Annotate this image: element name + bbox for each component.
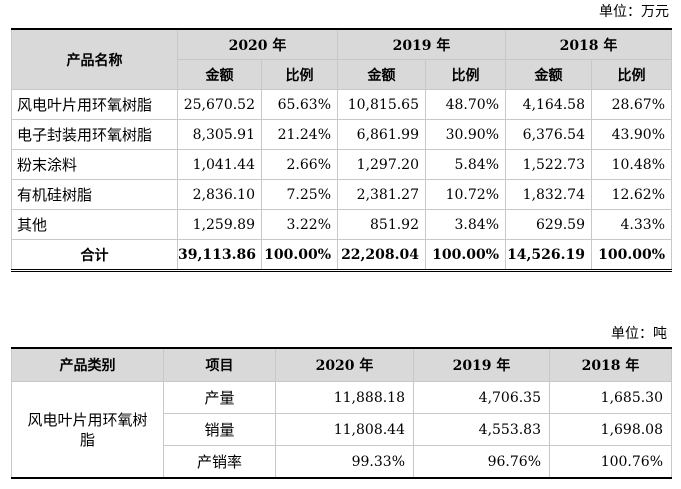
cell-amount-2019: 2,381.27: [337, 179, 426, 210]
cell-amount-2019: 10,815.65: [337, 89, 426, 120]
table-row: 其他 1,259.89 3.22% 851.92 3.84% 629.59 4.…: [11, 209, 672, 240]
cell-amount-2018: 4,164.58: [505, 89, 592, 120]
table-row: 产销率 99.33% 96.76% 100.76%: [12, 445, 672, 478]
cell-2018: 1,698.08: [549, 413, 672, 446]
header-ratio: 比例: [425, 59, 506, 90]
cell-2020: 11,808.44: [275, 413, 414, 446]
unit-label: 单位：万元: [599, 4, 669, 20]
product-name: 粉末涂料: [11, 149, 178, 180]
sales-by-product-table: 产品名称 2020 年 2019 年 2018 年 金额 比例 金额 比例 金额…: [11, 28, 672, 272]
cell-amount-2019: 1,297.20: [337, 149, 426, 180]
header-category: 产品类别: [11, 348, 164, 382]
header-year-2019: 2019 年: [413, 348, 550, 382]
total-ratio-2020: 100.00%: [261, 239, 338, 271]
cell-ratio-2018: 4.33%: [591, 209, 672, 240]
header-amount: 金额: [505, 59, 592, 90]
cell-ratio-2020: 65.63%: [261, 89, 338, 120]
item-label: 销量: [163, 413, 276, 446]
cell-amount-2018: 6,376.54: [505, 119, 592, 150]
total-amount-2018: 14,526.19: [505, 239, 592, 271]
table-row: 有机硅树脂 2,836.10 7.25% 2,381.27 10.72% 1,8…: [11, 179, 672, 210]
header-year-2020: 2020 年: [275, 348, 414, 382]
cell-ratio-2020: 3.22%: [261, 209, 338, 240]
cell-ratio-2020: 21.24%: [261, 119, 338, 150]
product-name: 电子封装用环氧树脂: [11, 119, 178, 150]
table-row: 风电叶片用环氧树脂 产量 11,888.18 4,706.35 1,685.30: [11, 381, 672, 479]
cell-2020: 11,888.18: [275, 381, 414, 414]
product-name: 其他: [11, 209, 178, 240]
header-year-2019: 2019 年: [337, 29, 506, 60]
cell-2019: 4,706.35: [413, 381, 550, 414]
total-row: 合计 39,113.86 100.00% 22,208.04 100.00% 1…: [11, 239, 672, 271]
cell-ratio-2019: 3.84%: [425, 209, 506, 240]
total-label: 合计: [11, 239, 178, 271]
cell-2020: 99.33%: [275, 445, 414, 478]
total-ratio-2019: 100.00%: [425, 239, 506, 271]
cell-2018: 1,685.30: [549, 381, 672, 414]
table-row: 风电叶片用环氧树脂 25,670.52 65.63% 10,815.65 48.…: [11, 89, 672, 120]
cell-2019: 96.76%: [413, 445, 550, 478]
header-ratio: 比例: [591, 59, 672, 90]
cell-ratio-2018: 43.90%: [591, 119, 672, 150]
cell-ratio-2018: 28.67%: [591, 89, 672, 120]
item-label: 产量: [163, 381, 276, 414]
cell-ratio-2020: 7.25%: [261, 179, 338, 210]
cell-amount-2020: 8,305.91: [177, 119, 262, 150]
item-label: 产销率: [163, 445, 276, 478]
table-row: 粉末涂料 1,041.44 2.66% 1,297.20 5.84% 1,522…: [11, 149, 672, 180]
cell-ratio-2019: 10.72%: [425, 179, 506, 210]
total-ratio-2018: 100.00%: [591, 239, 672, 271]
cell-ratio-2020: 2.66%: [261, 149, 338, 180]
header-product-name: 产品名称: [11, 29, 178, 90]
cell-2018: 100.76%: [549, 445, 672, 478]
cell-ratio-2019: 30.90%: [425, 119, 506, 150]
header-amount: 金额: [337, 59, 426, 90]
cell-ratio-2019: 5.84%: [425, 149, 506, 180]
unit-label: 单位：吨: [611, 326, 667, 342]
cell-ratio-2019: 48.70%: [425, 89, 506, 120]
cell-amount-2020: 25,670.52: [177, 89, 262, 120]
cell-amount-2019: 851.92: [337, 209, 426, 240]
header-year-2020: 2020 年: [177, 29, 338, 60]
production-sales-table: 产品类别 项目 2020 年 2019 年 2018 年 风电叶片用环氧树脂 产…: [11, 347, 672, 479]
header-year-2018: 2018 年: [505, 29, 672, 60]
header-amount: 金额: [177, 59, 262, 90]
total-amount-2019: 22,208.04: [337, 239, 426, 271]
cell-amount-2020: 1,041.44: [177, 149, 262, 180]
cell-ratio-2018: 12.62%: [591, 179, 672, 210]
cell-amount-2020: 2,836.10: [177, 179, 262, 210]
header-year-2018: 2018 年: [549, 348, 672, 382]
product-name: 有机硅树脂: [11, 179, 178, 210]
cell-2019: 4,553.83: [413, 413, 550, 446]
category-name: 风电叶片用环氧树脂: [27, 410, 148, 449]
cell-amount-2019: 6,861.99: [337, 119, 426, 150]
cell-amount-2018: 1,832.74: [505, 179, 592, 210]
cell-amount-2018: 629.59: [505, 209, 592, 240]
cell-amount-2020: 1,259.89: [177, 209, 262, 240]
table-row: 电子封装用环氧树脂 8,305.91 21.24% 6,861.99 30.90…: [11, 119, 672, 150]
cell-ratio-2018: 10.48%: [591, 149, 672, 180]
table-row: 销量 11,808.44 4,553.83 1,698.08: [12, 413, 672, 446]
product-name: 风电叶片用环氧树脂: [11, 89, 178, 120]
header-ratio: 比例: [261, 59, 338, 90]
header-item: 项目: [163, 348, 276, 382]
total-amount-2020: 39,113.86: [177, 239, 262, 271]
cell-amount-2018: 1,522.73: [505, 149, 592, 180]
